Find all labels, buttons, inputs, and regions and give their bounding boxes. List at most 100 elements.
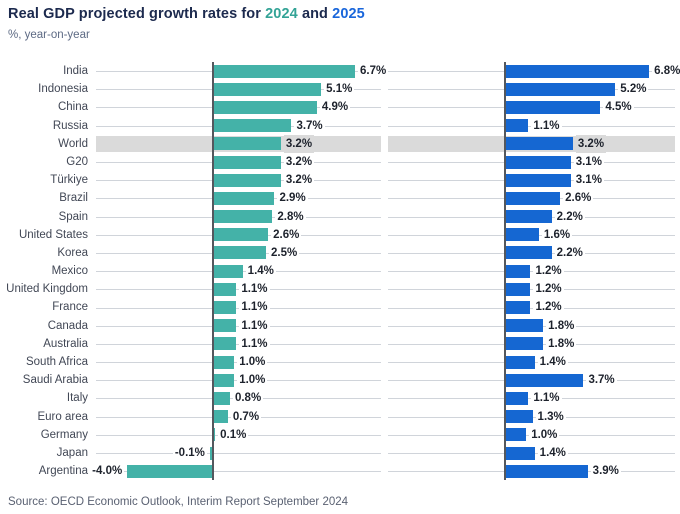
bar-chart: India 6.7% 6.8% Indonesia 5.1% 5.2% China 4.9% 4… bbox=[0, 62, 680, 481]
panel-2025: 3.1% bbox=[388, 171, 675, 190]
gridline bbox=[388, 307, 675, 309]
value-label-2024: 4.9% bbox=[319, 98, 351, 117]
panel-2024: 6.7% bbox=[96, 62, 389, 81]
bar-2024 bbox=[213, 191, 275, 205]
axis-line-2025 bbox=[504, 62, 506, 481]
bar-2025 bbox=[505, 355, 535, 369]
value-label-2024: 0.1% bbox=[218, 425, 249, 444]
value-label-2024: 1.0% bbox=[237, 353, 268, 372]
value-label-2024: 1.1% bbox=[239, 316, 270, 335]
panel-2025: 1.4% bbox=[388, 353, 675, 372]
value-label-2024: 1.1% bbox=[239, 298, 270, 317]
source-note: Source: OECD Economic Outlook, Interim R… bbox=[8, 496, 349, 509]
panel-2025: 1.6% bbox=[388, 225, 675, 244]
bar-2024 bbox=[213, 64, 356, 78]
bar-2025 bbox=[505, 282, 531, 296]
chart-row: Russia 3.7% 1.1% bbox=[0, 116, 680, 135]
panel-2024: 2.9% bbox=[96, 189, 381, 208]
bar-2025 bbox=[505, 64, 650, 78]
value-label-2025: 1.2% bbox=[533, 262, 564, 281]
panel-2024: 5.1% bbox=[96, 80, 381, 99]
bar-2024 bbox=[213, 355, 235, 369]
chart-row: Australia 1.1% 1.8% bbox=[0, 334, 680, 353]
chart-row: Japan -0.1% 1.4% bbox=[0, 443, 680, 463]
category-label: G20 bbox=[66, 155, 88, 168]
bar-2025 bbox=[505, 82, 616, 96]
category-label: Argentina bbox=[38, 465, 88, 478]
gridline bbox=[96, 307, 381, 309]
bar-2024 bbox=[213, 391, 230, 405]
panel-2024: -0.1% bbox=[96, 443, 381, 463]
bar-2024 bbox=[213, 119, 292, 133]
panel-2025: 2.6% bbox=[388, 189, 675, 208]
gridline bbox=[96, 453, 381, 455]
value-label-2025: 2.2% bbox=[554, 207, 585, 226]
chart-row: France 1.1% 1.2% bbox=[0, 298, 680, 317]
title-year-2024: 2024 bbox=[265, 6, 298, 22]
panel-2024: 1.1% bbox=[96, 280, 381, 299]
bar-2025 bbox=[505, 155, 571, 169]
bar-2024 bbox=[213, 410, 228, 424]
category-label: India bbox=[63, 65, 88, 77]
bar-2025 bbox=[505, 210, 552, 224]
bar-2024 bbox=[213, 100, 317, 114]
bar-2024 bbox=[213, 246, 266, 260]
gridline bbox=[96, 325, 381, 327]
value-label-2025: 1.8% bbox=[546, 316, 577, 335]
bar-2025 bbox=[505, 228, 539, 242]
bar-2025 bbox=[505, 446, 535, 460]
panel-2025: 1.2% bbox=[388, 298, 675, 317]
bar-2024 bbox=[213, 264, 243, 278]
bar-2025 bbox=[505, 191, 561, 205]
bar-2025 bbox=[505, 137, 573, 151]
value-label-2025: 3.7% bbox=[586, 371, 617, 390]
chart-row: Argentina -4.0% 3.9% bbox=[0, 462, 680, 481]
chart-row: India 6.7% 6.8% bbox=[0, 62, 680, 81]
category-label: Brazil bbox=[59, 192, 88, 205]
chart-row: G20 3.2% 3.1% bbox=[0, 152, 680, 172]
panel-2025: 3.1% bbox=[388, 152, 675, 172]
panel-2025: 1.3% bbox=[388, 407, 675, 426]
value-label-2025: 1.2% bbox=[533, 280, 564, 299]
category-label: Italy bbox=[66, 392, 88, 405]
chart-row: South Africa 1.0% 1.4% bbox=[0, 353, 680, 372]
bar-2025 bbox=[505, 319, 544, 333]
panel-2025: 2.2% bbox=[388, 243, 675, 263]
panel-2025: 3.7% bbox=[388, 371, 675, 390]
chart-row: Türkiye 3.2% 3.1% bbox=[0, 171, 680, 190]
category-label: Canada bbox=[47, 319, 88, 332]
panel-2024: 1.0% bbox=[96, 371, 381, 390]
chart-row: China 4.9% 4.5% bbox=[0, 98, 680, 117]
bar-2024 bbox=[213, 155, 281, 169]
value-label-2024: 3.2% bbox=[283, 134, 315, 153]
category-label: Indonesia bbox=[38, 83, 88, 96]
bar-2025 bbox=[505, 264, 531, 278]
panel-2024: 3.7% bbox=[96, 116, 381, 135]
panel-2024: 1.4% bbox=[96, 262, 381, 281]
bar-2024 bbox=[213, 301, 237, 315]
value-label-2024: 3.7% bbox=[294, 116, 325, 135]
panel-2024: 3.2% bbox=[96, 134, 381, 153]
category-label: Euro area bbox=[37, 410, 88, 423]
value-label-2025: 1.1% bbox=[531, 389, 562, 408]
chart-title: Real GDP projected growth rates for 2024… bbox=[0, 6, 680, 22]
bar-2025 bbox=[505, 391, 529, 405]
bar-2025 bbox=[505, 464, 588, 478]
value-label-2024: 1.4% bbox=[245, 262, 276, 281]
value-label-2024: -4.0% bbox=[90, 462, 125, 481]
chart-subtitle: %, year-on-year bbox=[8, 29, 90, 41]
category-label: World bbox=[58, 137, 88, 150]
value-label-2025: 1.4% bbox=[537, 443, 568, 463]
value-label-2024: 0.7% bbox=[230, 407, 262, 426]
gridline bbox=[96, 471, 381, 473]
category-label: Spain bbox=[58, 210, 88, 223]
value-label-2024: 2.6% bbox=[271, 225, 302, 244]
value-label-2025: 1.6% bbox=[541, 225, 573, 244]
bar-2024 bbox=[213, 228, 269, 242]
panel-2025: 6.8% bbox=[388, 62, 680, 81]
panel-2024: 2.6% bbox=[96, 225, 381, 244]
bar-2024 bbox=[209, 446, 212, 460]
panel-2024: 2.8% bbox=[96, 207, 381, 226]
value-label-2024: 2.9% bbox=[277, 189, 308, 208]
chart-row: Italy 0.8% 1.1% bbox=[0, 389, 680, 408]
